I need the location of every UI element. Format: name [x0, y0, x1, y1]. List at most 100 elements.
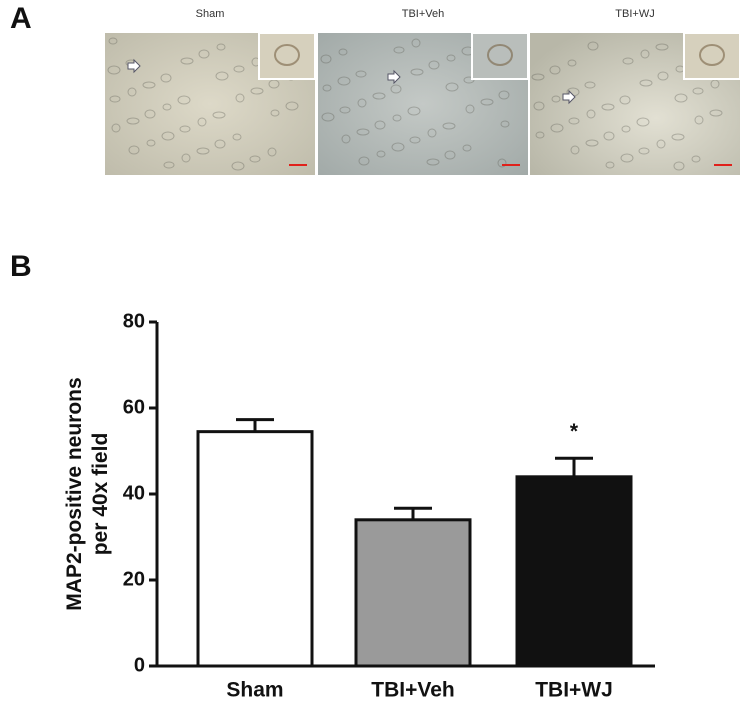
- cell: [638, 147, 650, 155]
- cell: [673, 161, 685, 171]
- cell: [619, 95, 631, 105]
- cell: [144, 109, 156, 119]
- arrow: [127, 58, 141, 74]
- cell: [126, 117, 140, 125]
- cell: [161, 131, 175, 141]
- cell: [372, 92, 386, 100]
- cell: [341, 134, 351, 144]
- cell: [107, 65, 121, 75]
- cell: [180, 57, 194, 65]
- cell: [674, 93, 688, 103]
- cell: [533, 101, 545, 111]
- image-caption: TBI+Veh: [402, 8, 445, 20]
- cell: [549, 65, 561, 75]
- cell: [550, 123, 564, 133]
- cell: [197, 117, 207, 127]
- cell: [692, 87, 704, 95]
- cell: [410, 68, 424, 76]
- cell: [216, 43, 226, 51]
- cell: [355, 70, 367, 78]
- cell: [587, 41, 599, 51]
- cell: [231, 161, 245, 171]
- cell: [639, 79, 653, 87]
- cell: [142, 81, 156, 89]
- cell: [322, 84, 332, 92]
- cell: [358, 156, 370, 166]
- significance-marker: *: [570, 420, 579, 443]
- image-caption: TBI+WJ: [615, 8, 654, 20]
- inset: [258, 32, 316, 80]
- y-axis-label-line: MAP2-positive neurons: [63, 377, 86, 610]
- panel-label: A: [10, 2, 32, 35]
- cell: [691, 155, 701, 163]
- cell: [640, 49, 650, 59]
- image-caption: Sham: [196, 8, 225, 20]
- cell: [427, 128, 437, 138]
- cell: [535, 131, 545, 139]
- cell: [480, 98, 494, 106]
- cell: [321, 112, 335, 122]
- cell: [622, 57, 634, 65]
- inset-cell: [274, 44, 300, 66]
- y-tick-label: 80: [123, 310, 145, 332]
- cell: [498, 90, 510, 100]
- cell: [179, 125, 191, 133]
- cell: [320, 54, 332, 64]
- cell: [656, 139, 666, 149]
- cell: [465, 104, 475, 114]
- inset-cell: [487, 44, 513, 66]
- y-axis-label-line: per 40x field: [89, 433, 112, 556]
- cell: [162, 103, 172, 111]
- cell: [567, 59, 577, 67]
- cell: [376, 150, 386, 158]
- cell: [636, 117, 650, 127]
- cell: [108, 37, 118, 45]
- arrow: [562, 89, 576, 105]
- cell: [620, 153, 634, 163]
- x-tick-label: Sham: [226, 679, 283, 702]
- cell: [655, 43, 669, 51]
- cell: [392, 114, 402, 122]
- cell: [337, 76, 351, 86]
- cell: [111, 123, 121, 133]
- panel-label: B: [10, 250, 32, 283]
- cell: [393, 46, 405, 54]
- cell: [531, 73, 545, 81]
- cell: [585, 139, 599, 147]
- cell: [390, 84, 402, 94]
- y-tick-label: 20: [123, 568, 145, 590]
- cell: [428, 60, 440, 70]
- cell: [568, 117, 580, 125]
- cell: [462, 144, 472, 152]
- cell: [671, 133, 685, 141]
- cell: [212, 111, 226, 119]
- cell: [357, 98, 367, 108]
- cell: [497, 158, 507, 168]
- y-tick-label: 0: [134, 654, 145, 676]
- bar: [196, 430, 314, 668]
- inset: [683, 32, 741, 80]
- cell: [444, 150, 456, 160]
- cell: [163, 161, 175, 169]
- cell: [109, 95, 121, 103]
- cell: [356, 128, 370, 136]
- bar: [515, 475, 633, 668]
- cell: [411, 38, 421, 48]
- cell: [426, 158, 440, 166]
- cell: [551, 95, 561, 103]
- cell: [233, 65, 245, 73]
- cell: [128, 145, 140, 155]
- cell: [584, 81, 596, 89]
- cell: [177, 95, 191, 105]
- y-axis-label: MAP2-positive neurons per 40x field: [63, 377, 112, 610]
- inset-cell: [699, 44, 725, 66]
- x-tick-label: TBI+WJ: [535, 679, 613, 702]
- cell: [235, 93, 245, 103]
- cell: [127, 87, 137, 97]
- cell: [605, 161, 615, 169]
- cell: [214, 139, 226, 149]
- cell: [621, 125, 631, 133]
- y-tick-label: 40: [123, 482, 145, 504]
- cell: [339, 106, 351, 114]
